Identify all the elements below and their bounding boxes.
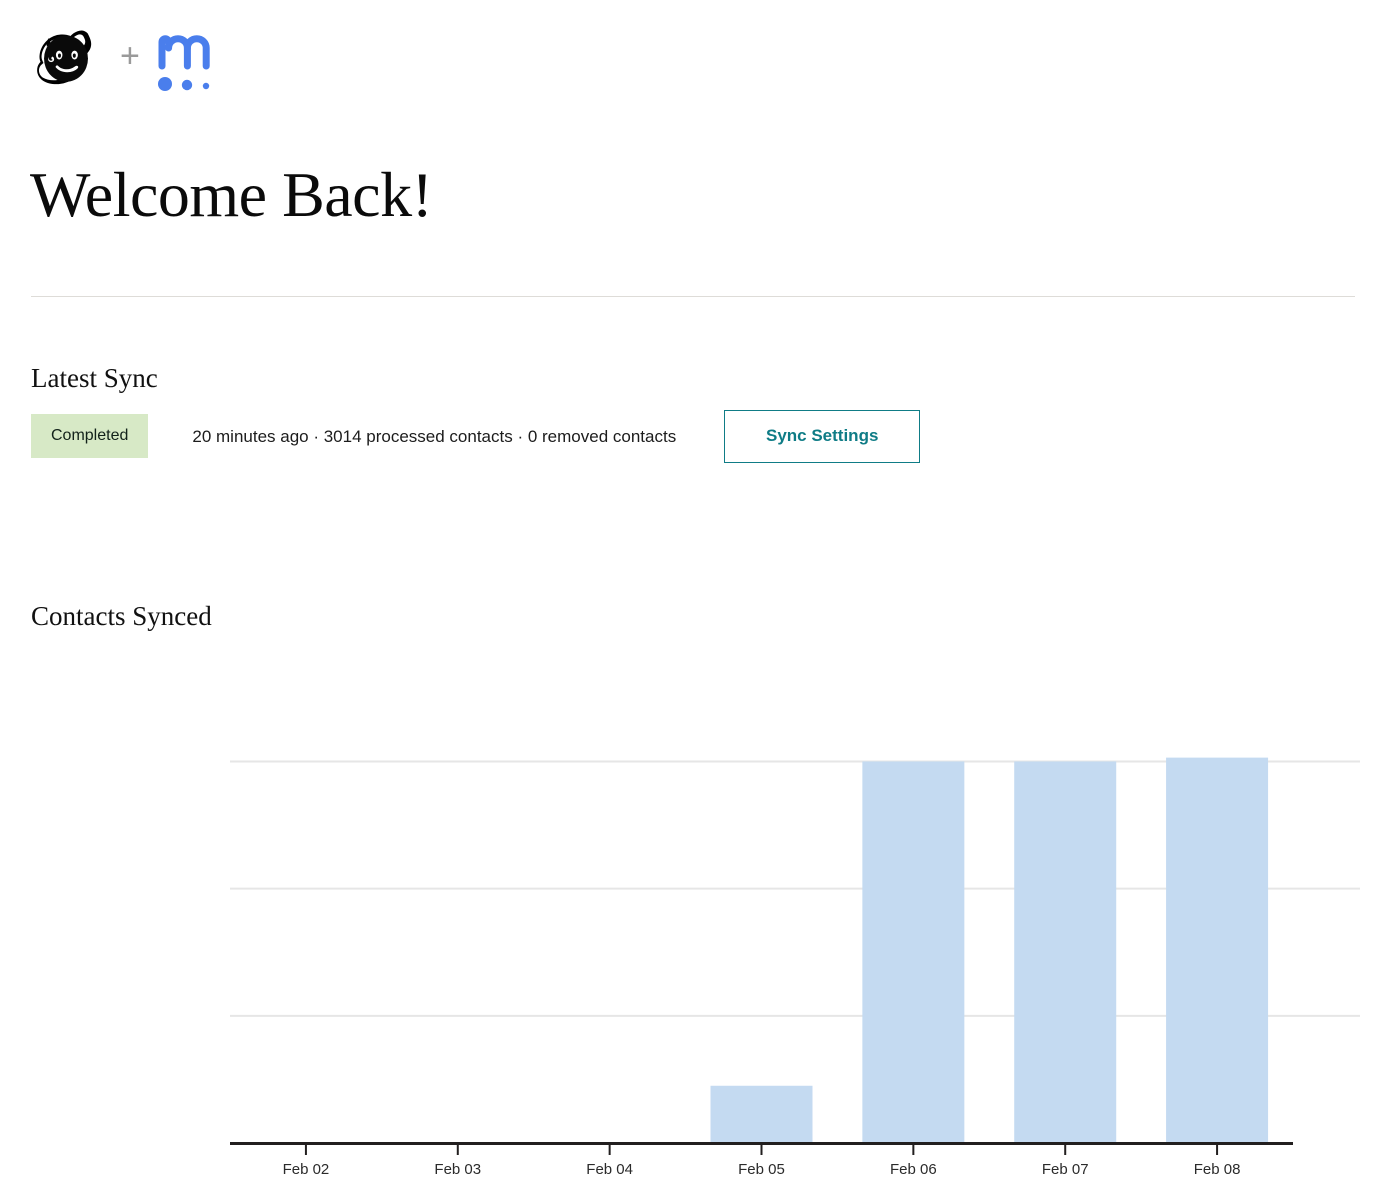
header-divider [31, 296, 1355, 297]
chart-bar[interactable] [1166, 757, 1269, 1143]
latest-sync-row: Completed 20 minutes ago · 3014 processe… [31, 409, 921, 463]
latest-sync-heading: Latest Sync [31, 363, 158, 393]
page-title: Welcome Back! [30, 159, 433, 230]
chart-bar[interactable] [1014, 761, 1117, 1143]
chart-bar[interactable] [862, 761, 965, 1143]
brand-logo-bar: + [28, 18, 224, 98]
chart-bars [710, 757, 1269, 1143]
chart-x-tick-label: Feb 04 [586, 1161, 633, 1178]
plus-icon: + [120, 37, 140, 75]
status-badge: Completed [31, 414, 149, 458]
contacts-synced-heading: Contacts Synced [31, 601, 212, 631]
chart-x-tick-label: Feb 02 [283, 1161, 330, 1178]
chart-x-ticks [304, 1144, 1219, 1155]
chart-x-tick-label: Feb 07 [1042, 1161, 1089, 1178]
contacts-synced-chart: Feb 02 Feb 03 Feb 04 Feb 05 Feb 06 Feb 07 Feb … [0, 690, 1386, 1186]
chart-x-tick-label: Feb 06 [890, 1161, 937, 1178]
sync-meta-text: 20 minutes ago · 3014 processed contacts… [192, 426, 677, 446]
chart-x-tick-labels: Feb 02 Feb 03 Feb 04 Feb 05 Feb 06 Feb 07 Feb … [283, 1161, 1241, 1178]
chart-x-tick-label: Feb 08 [1194, 1161, 1241, 1178]
sync-settings-button[interactable]: Sync Settings [724, 409, 921, 463]
chart-x-tick-label: Feb 05 [738, 1161, 785, 1178]
mailchimp-freddie-icon [28, 20, 104, 96]
mixmax-m-icon [156, 20, 224, 96]
chart-x-tick-label: Feb 03 [434, 1161, 481, 1178]
chart-bar[interactable] [710, 1085, 813, 1143]
